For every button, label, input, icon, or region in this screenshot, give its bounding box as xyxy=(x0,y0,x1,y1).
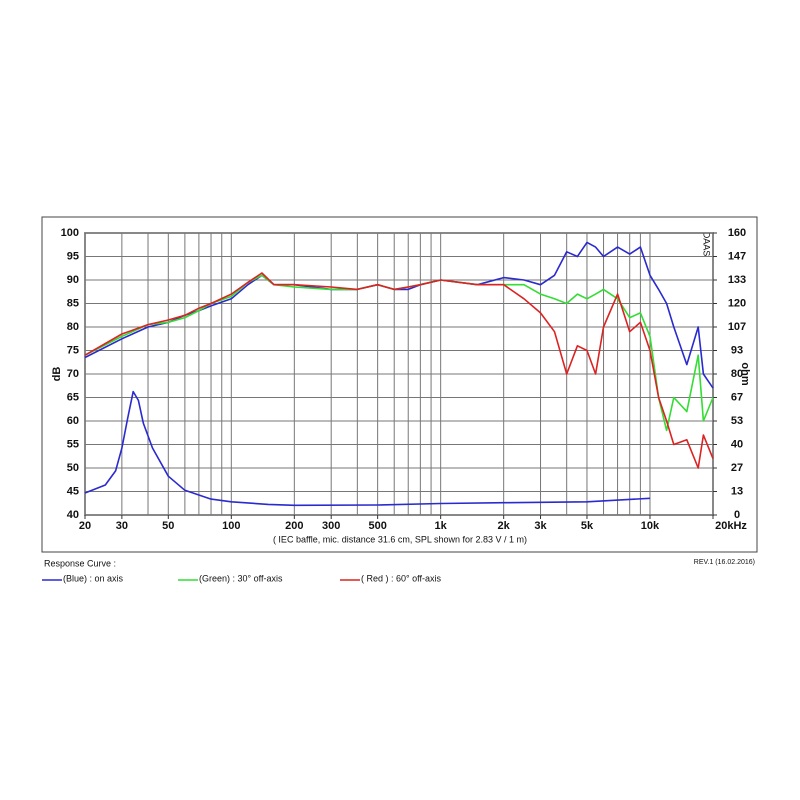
x-tick-label: 300 xyxy=(322,520,340,532)
x-tick-label: 1k xyxy=(435,520,448,532)
x-tick-label: 50 xyxy=(162,520,174,532)
y2-tick-label: 80 xyxy=(731,368,743,380)
y2-tick-label: 27 xyxy=(731,462,743,474)
y2-axis-label: ohm xyxy=(739,362,751,385)
x-tick-label: 20kHz xyxy=(715,520,747,532)
legend-label: (Blue) : on axis xyxy=(63,573,124,583)
caption: ( IEC baffle, mic. distance 31.6 cm, SPL… xyxy=(273,534,527,544)
y2-tick-label: 147 xyxy=(728,250,746,262)
y-tick-label: 85 xyxy=(67,297,79,309)
y-tick-label: 95 xyxy=(67,250,79,262)
y-tick-label: 40 xyxy=(67,509,79,521)
y-tick-label: 55 xyxy=(67,438,79,450)
y2-tick-label: 120 xyxy=(728,297,746,309)
legend-title: Response Curve : xyxy=(44,558,116,568)
y-tick-label: 65 xyxy=(67,391,79,403)
y-tick-label: 100 xyxy=(61,227,79,239)
y-tick-label: 50 xyxy=(67,462,79,474)
y2-tick-label: 107 xyxy=(728,321,746,333)
x-tick-label: 30 xyxy=(116,520,128,532)
x-tick-label: 200 xyxy=(285,520,303,532)
y-tick-label: 80 xyxy=(67,321,79,333)
y2-tick-label: 67 xyxy=(731,391,743,403)
y2-tick-label: 133 xyxy=(728,274,746,286)
x-tick-label: 20 xyxy=(79,520,91,532)
x-tick-label: 10k xyxy=(641,520,660,532)
y2-tick-label: 160 xyxy=(728,227,746,239)
y-tick-label: 45 xyxy=(67,485,79,497)
y-axis-label: dB xyxy=(51,367,63,382)
legend-label: ( Red ) : 60° off-axis xyxy=(361,573,441,583)
y2-tick-label: 93 xyxy=(731,344,743,356)
y-tick-label: 60 xyxy=(67,415,79,427)
y2-tick-label: 13 xyxy=(731,485,743,497)
y2-tick-label: 40 xyxy=(731,438,743,450)
series-line xyxy=(84,272,714,469)
x-tick-label: 5k xyxy=(581,520,594,532)
frame xyxy=(41,216,758,553)
series-line xyxy=(84,241,714,389)
legend-label: (Green) : 30° off-axis xyxy=(199,573,283,583)
watermark: DAAS xyxy=(702,232,712,257)
x-tick-label: 100 xyxy=(222,520,240,532)
x-tick-label: 500 xyxy=(368,520,386,532)
y-tick-label: 90 xyxy=(67,274,79,286)
x-tick-label: 3k xyxy=(534,520,547,532)
series-line xyxy=(84,390,651,507)
revision: REV.1 (16.02.2016) xyxy=(694,559,755,566)
y-tick-label: 75 xyxy=(67,344,79,356)
x-tick-label: 2k xyxy=(498,520,511,532)
y2-tick-label: 0 xyxy=(734,509,740,521)
y-tick-label: 70 xyxy=(67,368,79,380)
y2-tick-label: 53 xyxy=(731,415,743,427)
